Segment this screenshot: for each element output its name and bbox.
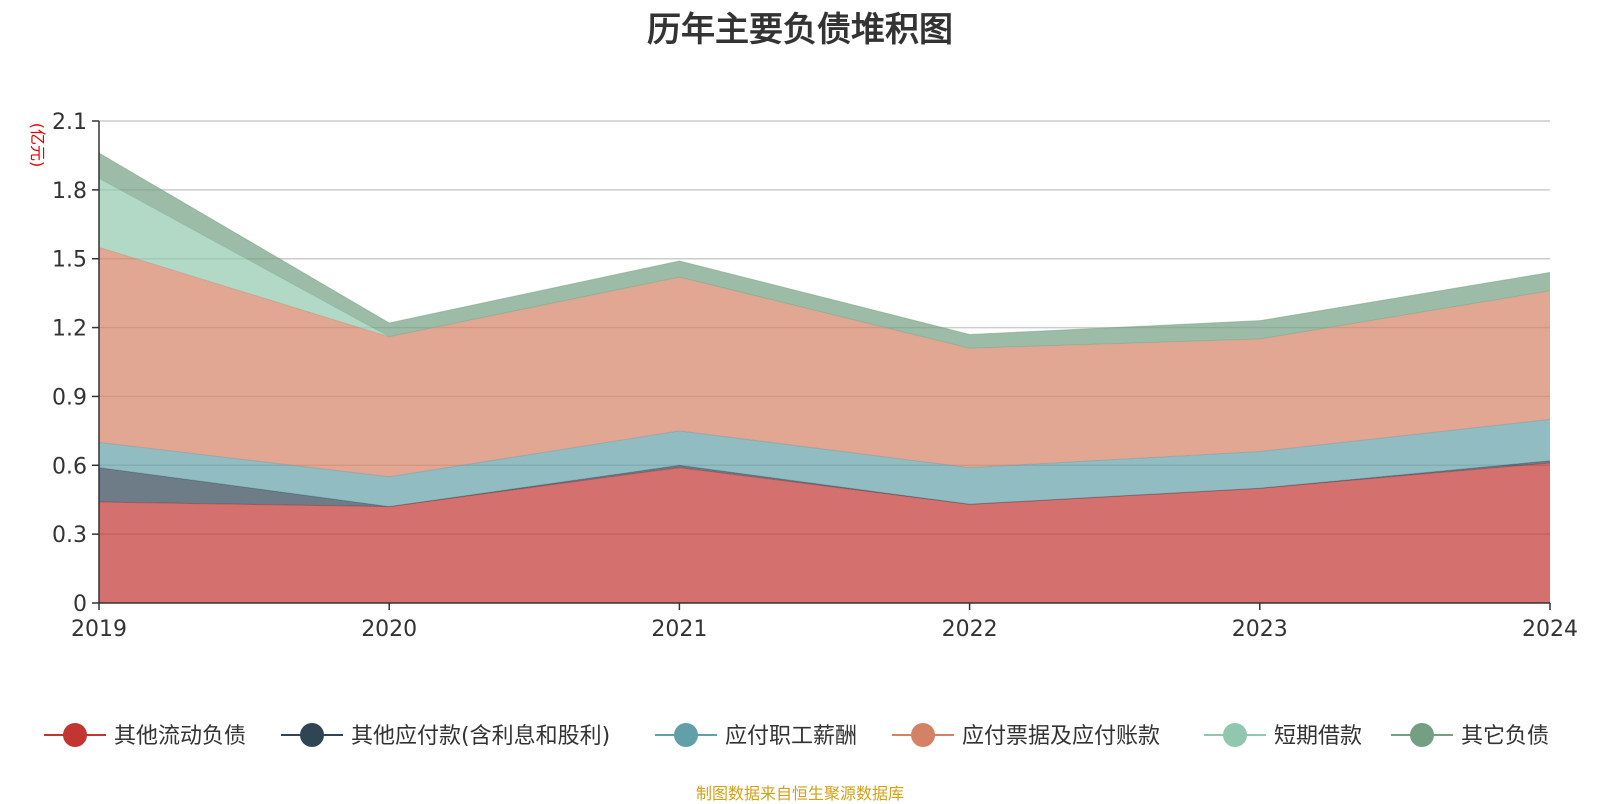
y-tick-label: 2.1 — [52, 110, 87, 135]
x-tick-label: 2019 — [71, 617, 127, 642]
y-tick-label: 0.9 — [52, 385, 87, 410]
chart-title: 历年主要负债堆积图 — [647, 10, 953, 50]
x-tick-label: 2024 — [1522, 617, 1578, 642]
y-tick-label: 0.3 — [52, 523, 87, 548]
y-tick-label: 0.6 — [52, 454, 87, 479]
legend-label: 应付票据及应付账款 — [962, 724, 1160, 749]
legend-item-6[interactable]: 其它负债 — [1391, 723, 1549, 749]
legend-item-4[interactable]: 应付票据及应付账款 — [892, 723, 1160, 749]
y-tick-label: 0 — [73, 592, 87, 617]
legend-circle-marker — [911, 723, 935, 747]
legend-label: 短期借款 — [1274, 724, 1362, 749]
legend-item-1[interactable]: 其他流动负债 — [44, 723, 246, 749]
area-series-2[interactable] — [99, 460, 1550, 507]
source-note: 制图数据来自恒生聚源数据库 — [695, 784, 904, 803]
legend-circle-marker — [300, 723, 324, 747]
area-series-4[interactable] — [99, 247, 1550, 477]
legend-item-2[interactable]: 其他应付款(含利息和股利) — [281, 723, 610, 749]
area-series-1[interactable] — [99, 462, 1550, 603]
stacked-areas — [98, 152, 1551, 603]
legend-item-5[interactable]: 短期借款 — [1204, 723, 1362, 749]
y-tick-label: 1.2 — [52, 317, 87, 342]
legend-circle-marker — [1223, 723, 1247, 747]
x-tick-label: 2023 — [1232, 617, 1288, 642]
legend-label: 应付职工薪酬 — [725, 724, 857, 749]
y-tick-label: 1.8 — [52, 179, 87, 204]
legend-label: 其它负债 — [1461, 724, 1549, 749]
legend-label: 其他流动负债 — [114, 724, 246, 749]
legend-circle-marker — [1410, 723, 1434, 747]
y-tick-label: 1.5 — [52, 248, 87, 273]
y-axis-unit-label: (亿元) — [28, 123, 47, 168]
legend-label: 其他应付款(含利息和股利) — [351, 724, 610, 749]
legend[interactable]: 其他流动负债 其他应付款(含利息和股利) 应付职工薪酬 应付票据及应付账款 短期借款 其它… — [44, 723, 1549, 749]
legend-item-3[interactable]: 应付职工薪酬 — [655, 723, 857, 749]
legend-circle-marker — [63, 723, 87, 747]
area-edge-series-6 — [98, 152, 1551, 335]
x-tick-label: 2021 — [651, 617, 707, 642]
area-series-3[interactable] — [99, 419, 1550, 507]
x-tick-label: 2022 — [942, 617, 998, 642]
axes: 0 0.3 0.6 0.9 1.2 1.5 1.8 2.1 2019 2020 2021 2022 20… — [28, 110, 1578, 642]
x-tick-label: 2020 — [361, 617, 417, 642]
area-series-6[interactable] — [99, 153, 1550, 349]
legend-circle-marker — [674, 723, 698, 747]
